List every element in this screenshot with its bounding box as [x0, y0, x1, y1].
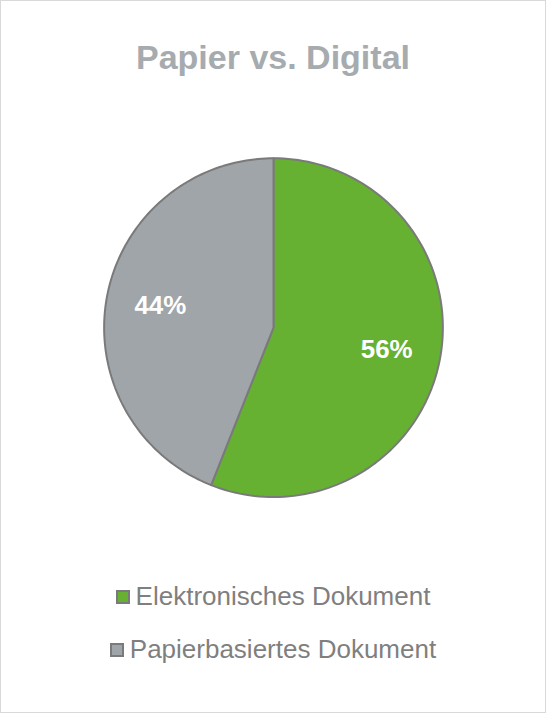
html-text:Elektronisches Dokument: Elektronisches Dokument	[135, 581, 431, 611]
html-text:Papier vs. Digital: Papier vs. Digital	[136, 38, 410, 76]
svg-text:44%: 44%	[134, 291, 186, 319]
html-text:Papierbasiertes Dokument: Papierbasiertes Dokument	[129, 634, 437, 664]
svg-text:56%: 56%	[361, 335, 413, 363]
